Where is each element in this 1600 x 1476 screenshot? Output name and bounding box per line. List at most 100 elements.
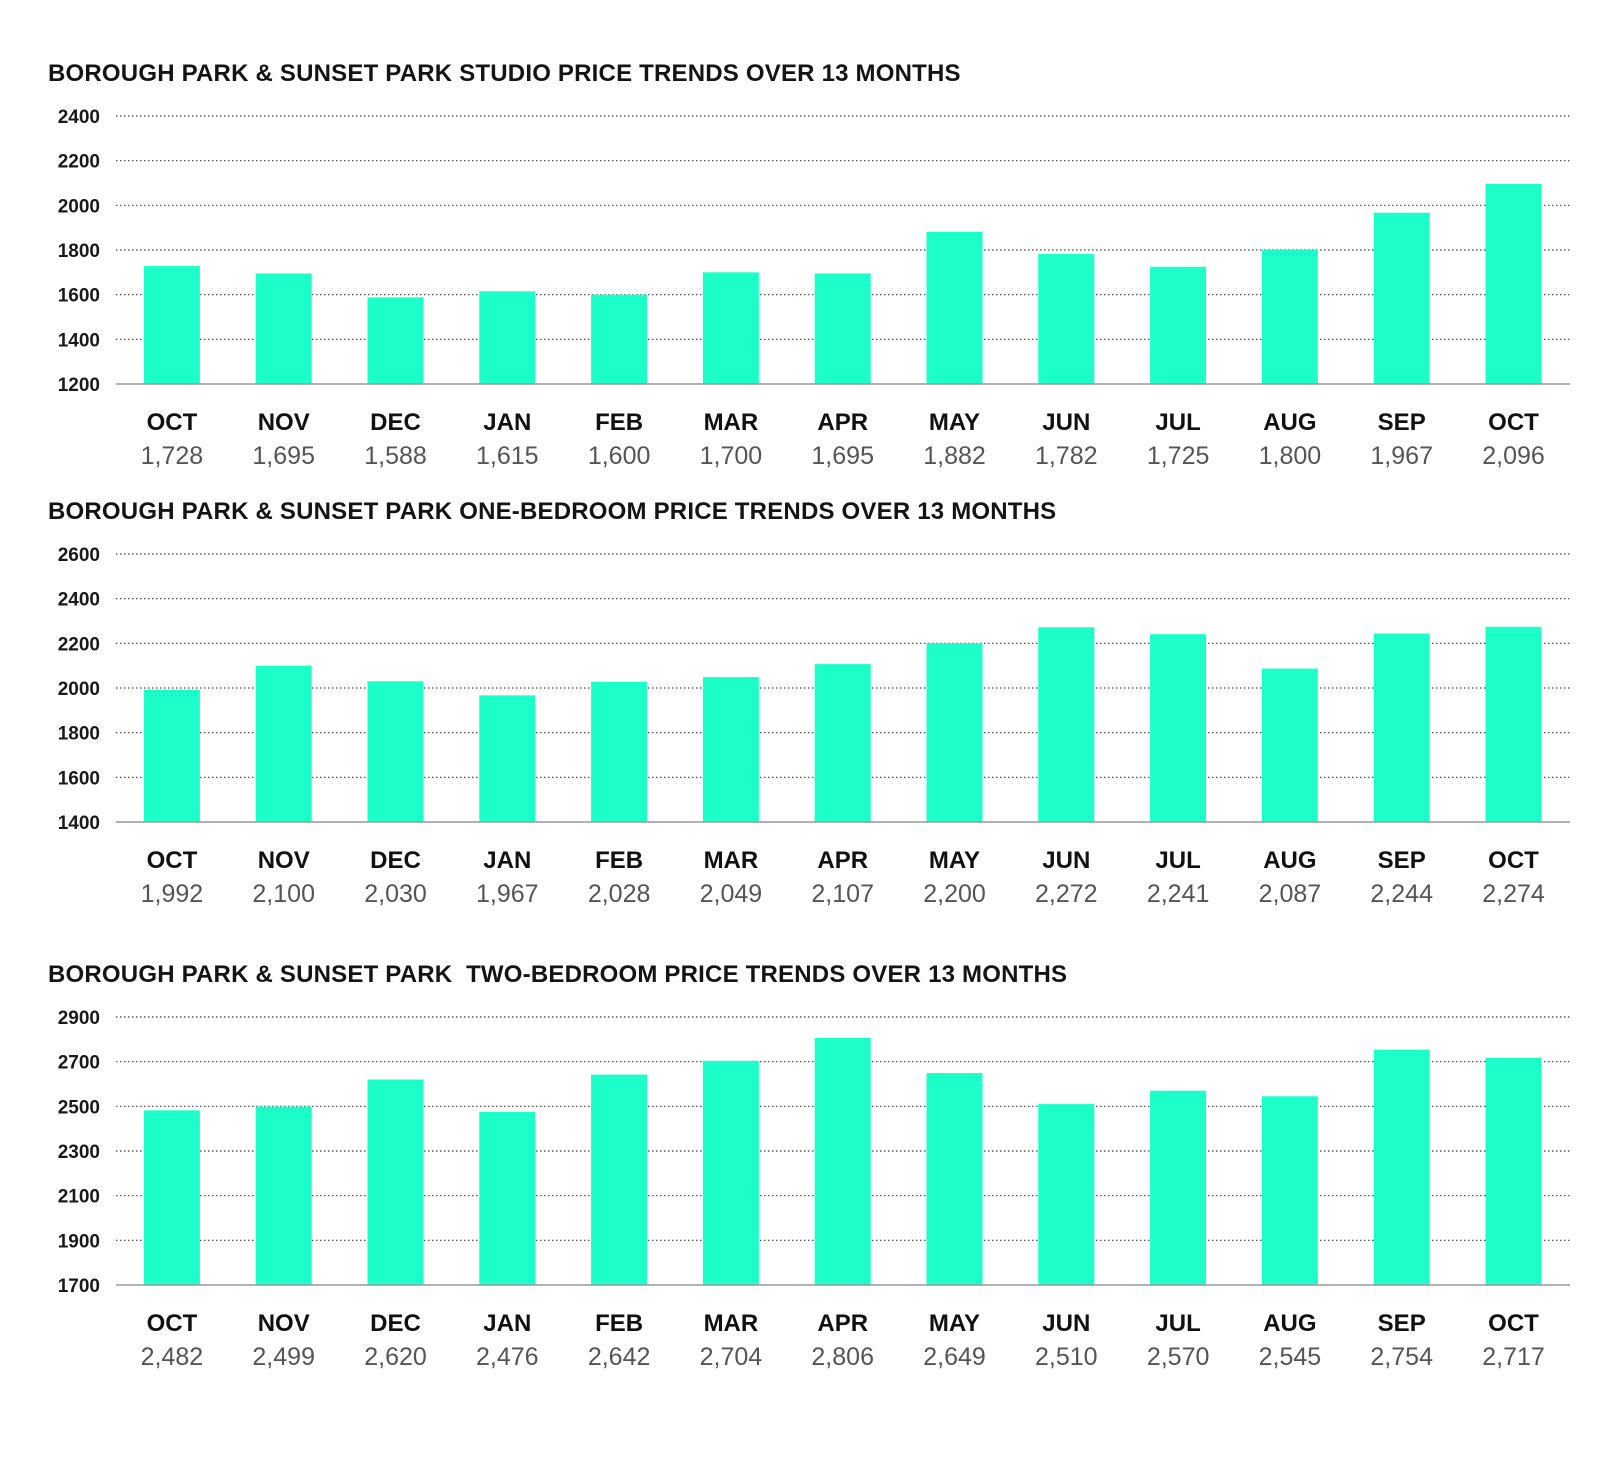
value-label: 2,100: [252, 880, 315, 908]
month-label: JAN: [483, 847, 531, 874]
bar: [702, 1060, 759, 1285]
bar: [367, 1079, 424, 1285]
y-tick-label: 2500: [58, 1097, 100, 1118]
value-label: 1,695: [252, 442, 315, 470]
month-label: OCT: [147, 409, 198, 436]
value-label: 2,570: [1147, 1343, 1210, 1371]
chart-title: BOROUGH PARK & SUNSET PARK TWO-BEDROOM P…: [48, 961, 1068, 988]
month-label: JUN: [1042, 1310, 1090, 1337]
bar: [1485, 1057, 1542, 1285]
bar: [367, 681, 424, 822]
bar: [591, 294, 648, 384]
month-label: FEB: [595, 847, 643, 874]
month-label: OCT: [147, 1310, 198, 1337]
y-tick-label: 2200: [58, 152, 100, 173]
month-label: APR: [817, 847, 868, 874]
y-tick-label: 2900: [58, 1008, 100, 1029]
bar: [1373, 633, 1430, 822]
value-label: 2,545: [1259, 1343, 1322, 1371]
value-label: 1,588: [364, 442, 427, 470]
bar: [814, 1037, 871, 1285]
month-label: MAR: [704, 847, 759, 874]
value-label: 2,717: [1482, 1343, 1545, 1371]
bar: [1150, 634, 1207, 822]
chart-title: BOROUGH PARK & SUNSET PARK ONE-BEDROOM P…: [48, 498, 1057, 525]
month-label: JUL: [1155, 409, 1200, 436]
value-label: 2,476: [476, 1343, 539, 1371]
value-label: 1,600: [588, 442, 651, 470]
bar: [1373, 212, 1430, 384]
month-label: MAY: [929, 409, 980, 436]
month-label: NOV: [258, 1310, 310, 1337]
bar: [1261, 668, 1318, 822]
one-bedroom-chart: BOROUGH PARK & SUNSET PARK ONE-BEDROOM P…: [0, 498, 1600, 938]
value-label: 2,649: [923, 1343, 986, 1371]
month-label: AUG: [1263, 847, 1316, 874]
bar: [702, 272, 759, 384]
bar: [814, 273, 871, 384]
month-label: FEB: [595, 1310, 643, 1337]
month-label: JUL: [1155, 1310, 1200, 1337]
value-label: 1,615: [476, 442, 539, 470]
y-tick-label: 2600: [58, 545, 100, 566]
bar: [143, 1110, 200, 1285]
month-label: SEP: [1378, 1310, 1426, 1337]
value-label: 1,725: [1147, 442, 1210, 470]
value-label: 1,967: [1370, 442, 1433, 470]
y-tick-label: 2100: [58, 1187, 100, 1208]
value-label: 2,087: [1259, 880, 1322, 908]
bar: [1261, 1096, 1318, 1285]
month-label: JUL: [1155, 847, 1200, 874]
value-label: 2,241: [1147, 880, 1210, 908]
month-label: JUN: [1042, 847, 1090, 874]
bar: [1150, 266, 1207, 384]
month-label: MAR: [704, 409, 759, 436]
value-label: 2,107: [811, 880, 874, 908]
value-label: 2,704: [700, 1343, 763, 1371]
value-label: 2,028: [588, 880, 651, 908]
value-label: 1,992: [141, 880, 204, 908]
value-label: 2,510: [1035, 1343, 1098, 1371]
value-label: 2,049: [700, 880, 763, 908]
y-tick-label: 2200: [58, 634, 100, 655]
bar: [143, 689, 200, 822]
month-label: MAR: [704, 1310, 759, 1337]
one-bedroom-chart-svg: 1400 1600 1800 2000 2200 2400 2600 OCT 1,992 NOV 2…: [58, 545, 1570, 908]
month-label: SEP: [1378, 847, 1426, 874]
value-label: 1,800: [1259, 442, 1322, 470]
value-label: 2,482: [141, 1343, 204, 1371]
value-label: 2,030: [364, 880, 427, 908]
bar: [926, 1073, 983, 1285]
y-tick-label: 2400: [58, 107, 100, 128]
y-tick-label: 2700: [58, 1053, 100, 1074]
value-label: 2,274: [1482, 880, 1545, 908]
value-label: 2,244: [1370, 880, 1433, 908]
value-label: 2,642: [588, 1343, 651, 1371]
y-tick-label: 1600: [58, 768, 100, 789]
value-label: 2,754: [1370, 1343, 1433, 1371]
chart-title: BOROUGH PARK & SUNSET PARK STUDIO PRICE …: [48, 60, 961, 87]
month-label: DEC: [370, 847, 421, 874]
y-tick-label: 2000: [58, 196, 100, 217]
month-label: DEC: [370, 1310, 421, 1337]
y-tick-label: 2000: [58, 679, 100, 700]
month-label: AUG: [1263, 1310, 1316, 1337]
value-label: 1,700: [700, 442, 763, 470]
month-label: APR: [817, 1310, 868, 1337]
bar: [1485, 626, 1542, 822]
month-label: JAN: [483, 409, 531, 436]
bar: [1038, 627, 1095, 822]
bar: [1038, 1104, 1095, 1285]
month-label: MAY: [929, 847, 980, 874]
value-label: 1,695: [811, 442, 874, 470]
bar: [1485, 183, 1542, 384]
y-tick-label: 1700: [58, 1276, 100, 1297]
bar: [255, 1106, 312, 1285]
month-label: NOV: [258, 847, 310, 874]
y-tick-label: 1400: [58, 813, 100, 834]
bar: [814, 664, 871, 822]
studio-chart-svg: 1200 1400 1600 1800 2000 2200 2400 OCT 1,728 NOV 1…: [58, 107, 1570, 470]
month-label: SEP: [1378, 409, 1426, 436]
month-label: JAN: [483, 1310, 531, 1337]
value-label: 2,272: [1035, 880, 1098, 908]
